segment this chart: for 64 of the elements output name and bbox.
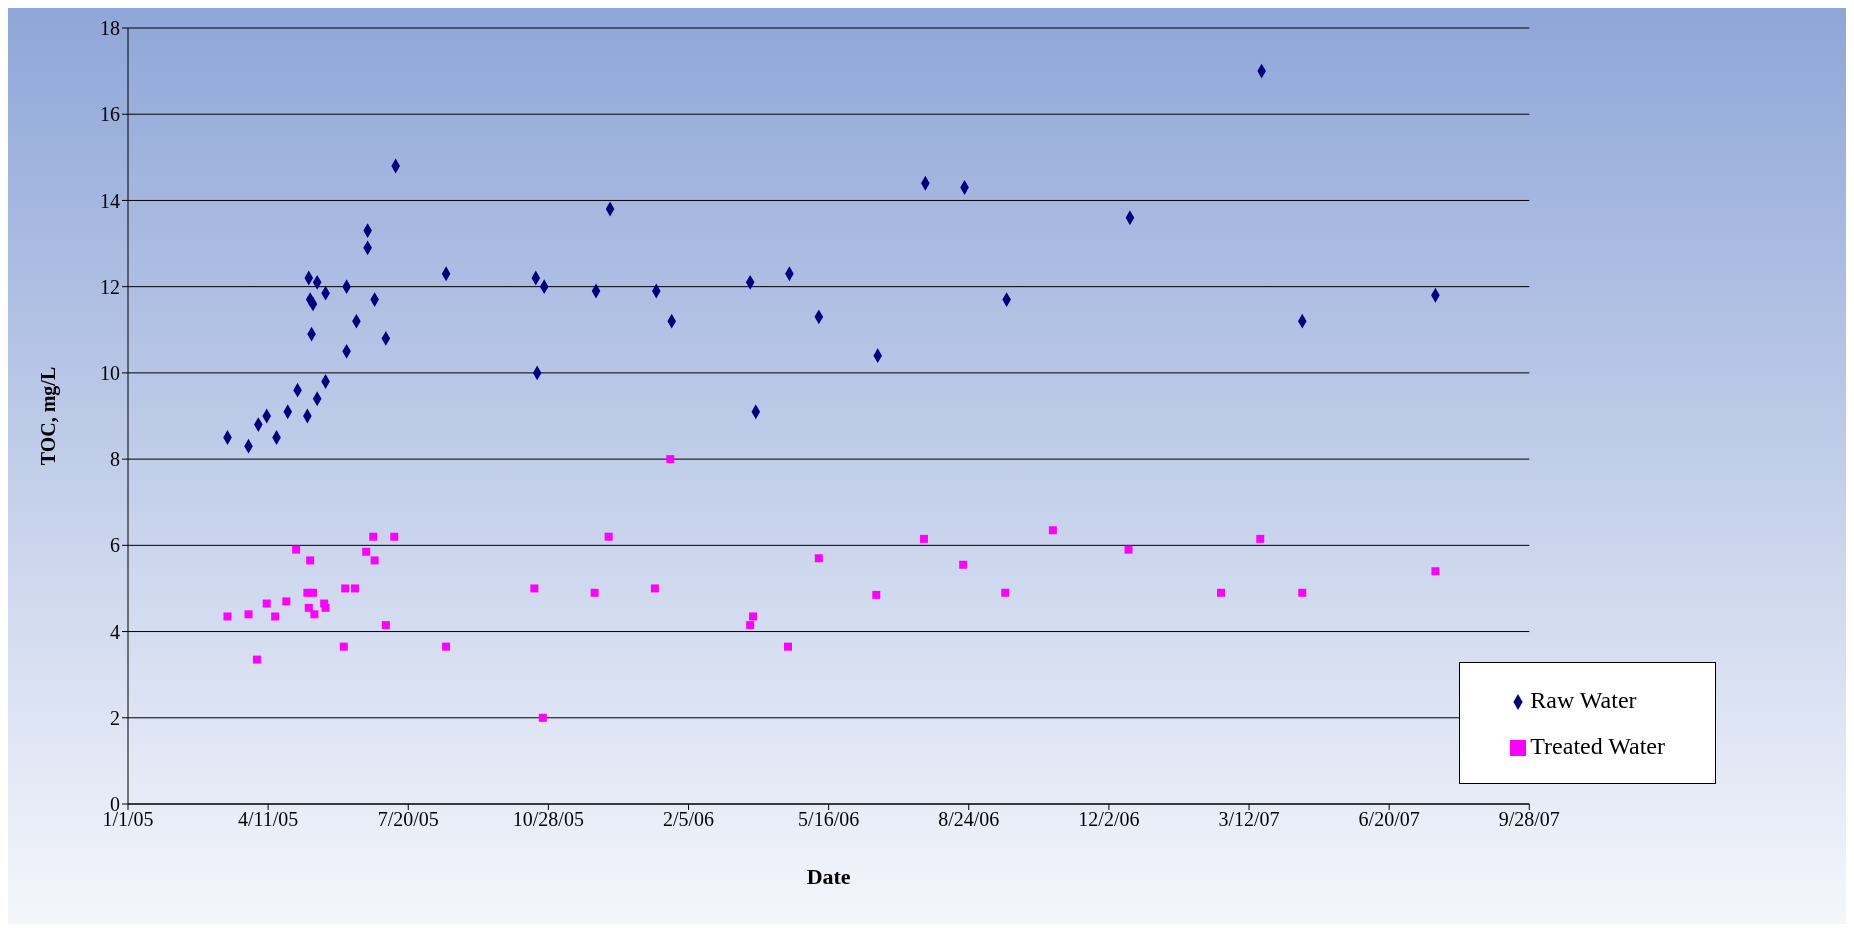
- point: [1217, 588, 1226, 597]
- x-tick-label: 8/24/06: [938, 808, 1000, 831]
- point: [814, 554, 823, 563]
- x-tick-label: 5/16/06: [798, 808, 860, 831]
- point: [262, 599, 271, 608]
- point: [339, 642, 348, 651]
- y-tick-label: 14: [100, 189, 120, 212]
- point: [252, 655, 261, 664]
- y-tick-label: 18: [100, 17, 120, 40]
- point: [321, 603, 330, 612]
- y-tick-label: 2: [110, 706, 120, 729]
- point: [746, 621, 755, 630]
- point: [1124, 545, 1133, 554]
- x-tick-label: 3/12/07: [1218, 808, 1280, 831]
- point: [1048, 526, 1057, 535]
- point: [919, 534, 928, 543]
- point: [341, 584, 350, 593]
- y-tick-label: 10: [100, 361, 120, 384]
- point: [351, 584, 360, 593]
- point: [1001, 588, 1010, 597]
- point: [590, 588, 599, 597]
- point: [308, 588, 317, 597]
- x-tick-label: 6/20/07: [1358, 808, 1420, 831]
- y-tick-label: 4: [110, 620, 120, 643]
- point: [282, 597, 291, 606]
- y-tick-label: 8: [110, 448, 120, 471]
- point: [306, 556, 315, 565]
- point: [370, 556, 379, 565]
- point: [292, 545, 301, 554]
- y-tick-label: 12: [100, 275, 120, 298]
- point: [223, 612, 232, 621]
- point: [442, 642, 451, 651]
- y-axis-title: TOC, mg/L: [37, 366, 61, 466]
- point: [959, 560, 968, 569]
- point: [244, 610, 253, 619]
- point: [310, 610, 319, 619]
- point: [530, 584, 539, 593]
- legend-label: Raw Water: [1530, 687, 1637, 713]
- point: [784, 642, 793, 651]
- point: [538, 713, 547, 722]
- x-tick-label: 10/28/05: [512, 808, 584, 831]
- point: [381, 621, 390, 630]
- point: [872, 590, 881, 599]
- y-tick-label: 6: [110, 534, 120, 557]
- x-tick-label: 12/2/06: [1078, 808, 1140, 831]
- y-tick-label: 16: [100, 103, 120, 126]
- point: [1298, 588, 1307, 597]
- x-tick-label: 2/5/06: [662, 808, 715, 831]
- legend-label: Treated Water: [1530, 733, 1665, 759]
- point: [604, 532, 613, 541]
- x-tick-label: 4/11/05: [237, 808, 299, 831]
- point: [666, 455, 675, 464]
- point: [650, 584, 659, 593]
- x-axis-title: Date: [806, 864, 851, 889]
- x-tick-label: 9/28/07: [1498, 808, 1560, 831]
- point: [304, 603, 313, 612]
- point: [369, 532, 378, 541]
- point: [390, 532, 399, 541]
- point: [362, 547, 371, 556]
- point: [748, 612, 757, 621]
- x-tick-label: 7/20/05: [377, 808, 439, 831]
- point: [1256, 534, 1265, 543]
- point: [1431, 567, 1440, 576]
- point: [271, 612, 280, 621]
